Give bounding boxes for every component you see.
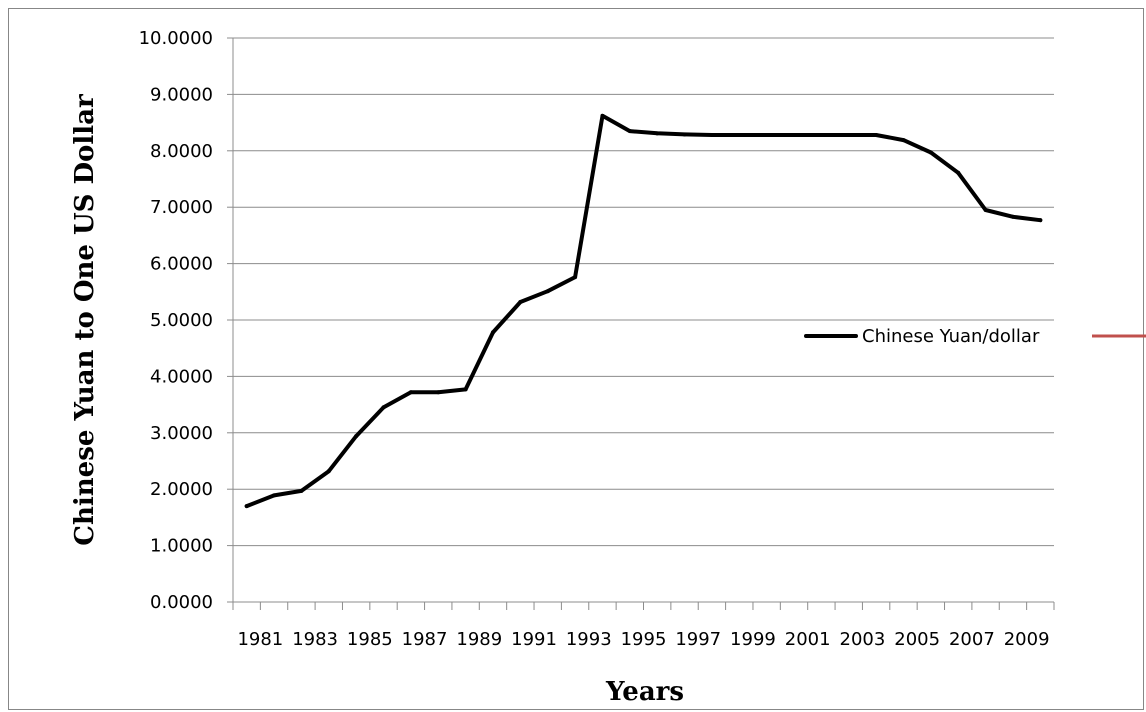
y-tick-label: 4.0000 <box>150 366 213 387</box>
legend: Chinese Yuan/dollar <box>804 326 1146 347</box>
y-tick-label: 8.0000 <box>150 141 213 162</box>
y-tick-label: 0.0000 <box>150 592 213 613</box>
data-point <box>244 504 249 509</box>
x-tick-label: 2001 <box>785 629 831 650</box>
data-point <box>682 132 687 137</box>
data-point <box>518 299 523 304</box>
series-line <box>244 113 1043 509</box>
y-tick-label: 10.0000 <box>139 28 213 49</box>
y-axis-title: Chinese Yuan to One US Dollar <box>70 94 100 546</box>
data-point <box>408 390 413 395</box>
data-point <box>983 208 988 213</box>
series-group <box>244 113 1043 509</box>
data-point <box>655 131 660 136</box>
data-point <box>956 170 961 175</box>
data-point <box>792 133 797 138</box>
data-point <box>326 469 331 474</box>
y-tick-label: 9.0000 <box>150 84 213 105</box>
data-point <box>381 405 386 410</box>
data-point <box>354 434 359 439</box>
x-tick-label: 2007 <box>949 629 995 650</box>
x-tick-label: 2005 <box>894 629 940 650</box>
x-tick-label: 1987 <box>402 629 448 650</box>
x-tick-label: 2003 <box>840 629 886 650</box>
y-tick-label: 1.0000 <box>150 536 213 557</box>
data-point <box>846 133 851 138</box>
y-tick-label: 2.0000 <box>150 479 213 500</box>
data-point <box>272 493 277 498</box>
data-point <box>299 488 304 493</box>
data-point <box>463 387 468 392</box>
x-axis-title: Years <box>605 677 684 707</box>
x-tick-label: 1985 <box>347 629 393 650</box>
y-tick-label: 3.0000 <box>150 423 213 444</box>
x-tick-label: 2009 <box>1004 629 1050 650</box>
data-point <box>490 330 495 335</box>
data-point <box>737 133 742 138</box>
y-tick-labels: 0.0000 1.0000 2.0000 3.0000 4.0000 5.0000 6.00… <box>139 28 213 613</box>
data-point <box>545 289 550 294</box>
data-point <box>901 138 906 143</box>
x-tick-label: 1995 <box>621 629 667 650</box>
y-tick-label: 6.0000 <box>150 254 213 275</box>
y-tick-label: 7.0000 <box>150 197 213 218</box>
x-tick-label: 1993 <box>566 629 612 650</box>
data-point <box>874 133 879 138</box>
data-point <box>764 133 769 138</box>
data-point <box>819 133 824 138</box>
x-tick-label: 1999 <box>730 629 776 650</box>
y-tick-label: 5.0000 <box>150 310 213 331</box>
data-point <box>436 390 441 395</box>
axes <box>227 37 1055 610</box>
data-point <box>600 113 605 118</box>
x-tick-label: 1981 <box>237 629 283 650</box>
x-tick-labels: 1981 1983 1985 1987 1989 1991 1993 1995 1997 1999… <box>237 629 1049 650</box>
data-point <box>1010 214 1015 219</box>
data-point <box>627 129 632 134</box>
legend-label: Chinese Yuan/dollar <box>862 326 1040 347</box>
x-tick-label: 1989 <box>456 629 502 650</box>
gridlines <box>233 37 1054 547</box>
data-point <box>709 133 714 138</box>
data-point <box>1038 218 1043 223</box>
x-tick-label: 1991 <box>511 629 557 650</box>
x-tick-label: 1997 <box>675 629 721 650</box>
data-point <box>573 275 578 280</box>
data-point <box>928 150 933 155</box>
x-tick-label: 1983 <box>292 629 338 650</box>
chart-area <box>8 8 1144 710</box>
